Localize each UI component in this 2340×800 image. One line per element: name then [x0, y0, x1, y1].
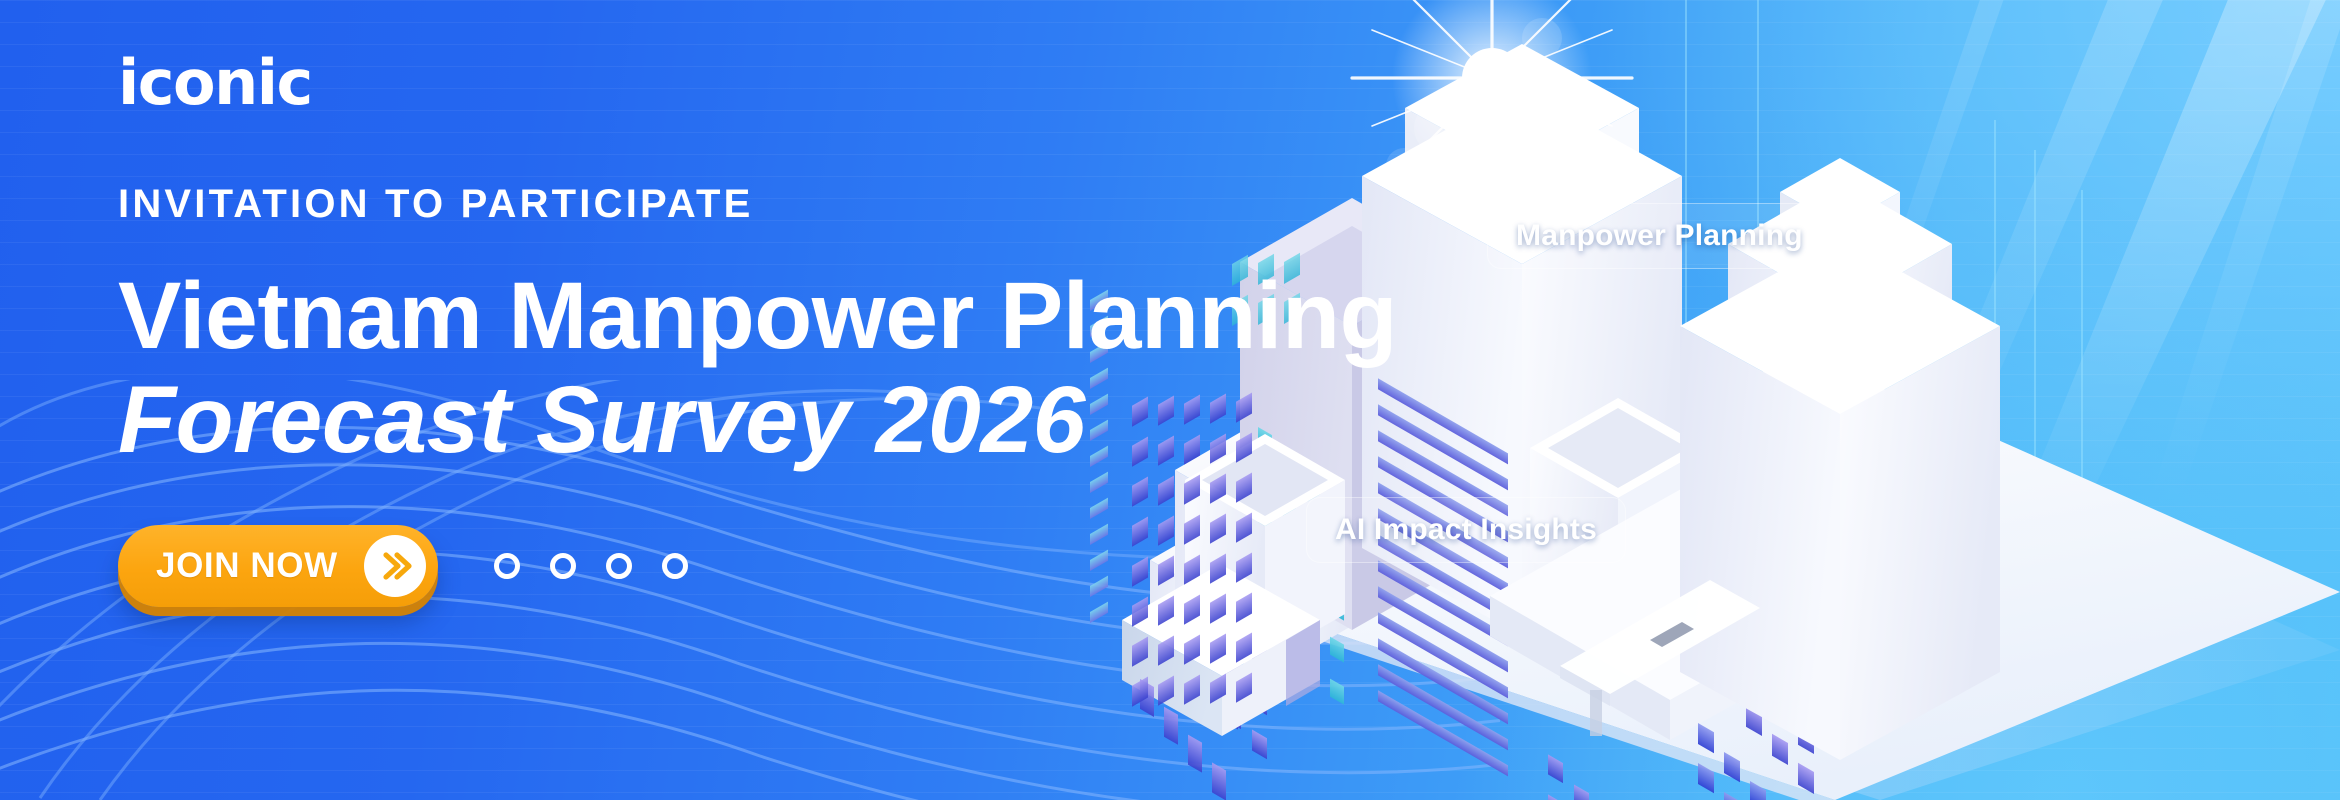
- carousel-dot-1[interactable]: [493, 553, 520, 580]
- headline-line-1: Vietnam Manpower Planning: [118, 263, 1398, 369]
- brand-logo[interactable]: iconic: [118, 46, 313, 119]
- join-now-button[interactable]: JOIN NOW: [118, 525, 438, 608]
- double-chevron-right-icon: [363, 535, 426, 598]
- carousel-dots: [493, 553, 688, 580]
- join-now-label: JOIN NOW: [156, 546, 338, 586]
- sun-flare-icon: [1350, 0, 1634, 200]
- carousel-dot-3[interactable]: [605, 553, 632, 580]
- building-canopy: [1560, 580, 1760, 736]
- page-title: Vietnam Manpower Planning Forecast Surve…: [118, 266, 1598, 473]
- carousel-dot-2[interactable]: [549, 553, 576, 580]
- tag-manpower-planning[interactable]: Manpower Planning: [1487, 203, 1832, 269]
- tag-ai-impact-insights[interactable]: AI Impact Insights: [1306, 497, 1626, 563]
- kicker-text: INVITATION TO PARTICIPATE: [118, 182, 754, 226]
- carousel-dot-4[interactable]: [661, 553, 688, 580]
- headline-line-2: Forecast Survey 2026: [118, 366, 1086, 473]
